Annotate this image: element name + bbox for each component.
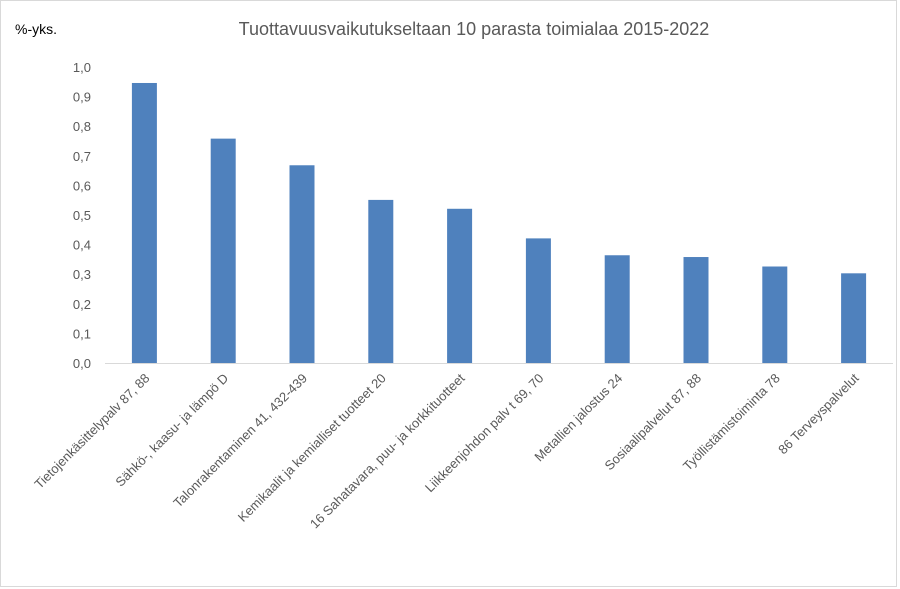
bar (131, 82, 157, 363)
y-tick-label: 0,6 (73, 178, 91, 193)
bar (525, 238, 551, 363)
bar (447, 208, 473, 363)
y-axis-unit-label: %-yks. (15, 21, 57, 37)
x-tick-label: Talonrakentaminen 41, 432-439 (170, 371, 310, 511)
bar (368, 199, 394, 363)
y-tick-label: 0,1 (73, 326, 91, 341)
y-tick-label: 0,9 (73, 90, 91, 105)
x-tick-label: Metallien jalostus 24 (531, 371, 625, 465)
y-tick-label: 0,8 (73, 119, 91, 134)
y-tick-label: 0,4 (73, 238, 91, 253)
bar (604, 255, 630, 363)
x-tick-label: 16 Sahatavara, puu- ja korkkituotteet (307, 370, 468, 531)
bar (762, 266, 788, 363)
y-tick-label: 0,3 (73, 267, 91, 282)
y-axis-ticks: 0,0 0,1 0,2 0,3 0,4 0,5 0,6 0,7 0,8 0,9 1,0 (73, 60, 91, 371)
x-tick-label: 86 Terveyspalvelut (775, 370, 862, 457)
y-tick-label: 0,2 (73, 297, 91, 312)
y-tick-label: 1,0 (73, 60, 91, 75)
bars (131, 82, 867, 363)
bar (210, 138, 236, 363)
chart-title: Tuottavuusvaikutukseltaan 10 parasta toi… (239, 19, 710, 39)
bar (683, 257, 709, 363)
y-tick-label: 0,7 (73, 149, 91, 164)
y-tick-label: 0,5 (73, 208, 91, 223)
bar (289, 165, 315, 363)
y-tick-label: 0,0 (73, 356, 91, 371)
x-tick-label: Kemikaalit ja kemialliset tuotteet 20 (235, 371, 389, 525)
bar (841, 273, 867, 363)
